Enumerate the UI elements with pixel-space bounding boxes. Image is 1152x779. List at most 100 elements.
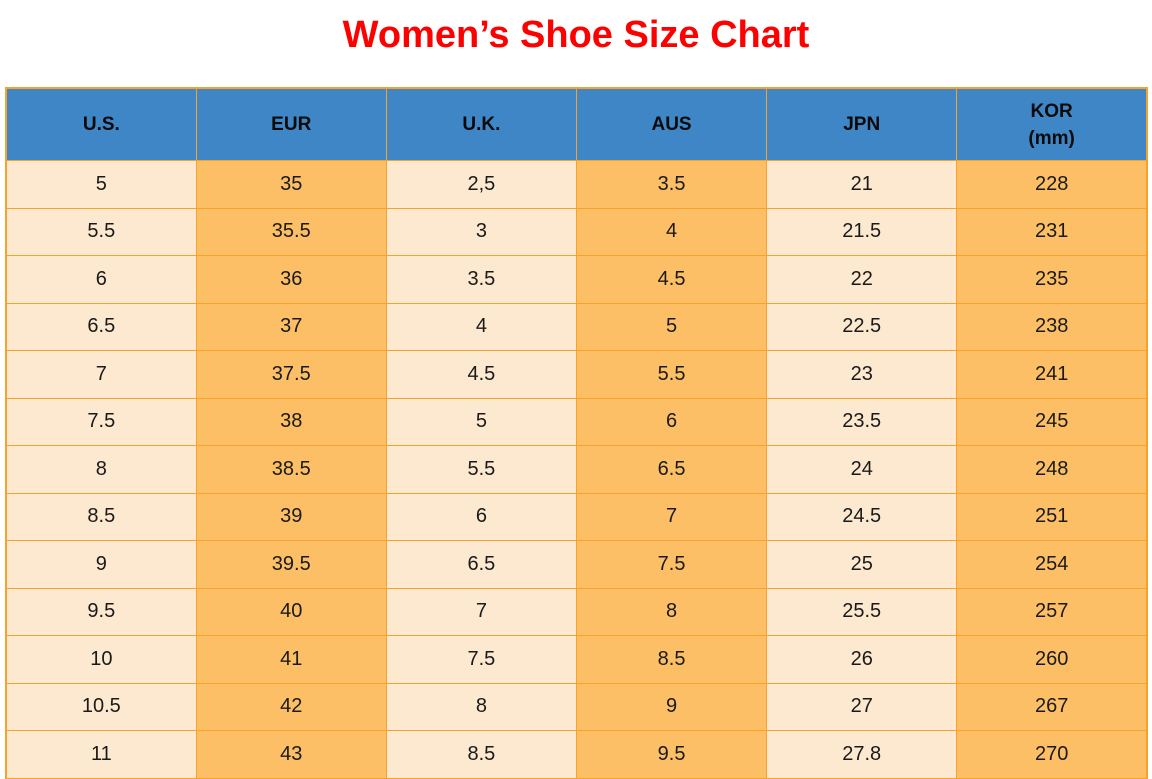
cell-eur: 39 bbox=[195, 492, 387, 541]
cell-uk: 6 bbox=[385, 492, 577, 541]
cell-jpn: 22 bbox=[766, 255, 958, 304]
cell-eur: 36 bbox=[195, 255, 387, 304]
column-header-label: U.K. bbox=[462, 114, 501, 135]
table-row: 5.5 35.5 3 4 21.5 231 bbox=[5, 207, 1148, 256]
table-row: 9.5 40 7 8 25.5 257 bbox=[5, 587, 1148, 636]
cell-uk: 5 bbox=[385, 397, 577, 446]
shoe-size-table: U.S. EUR U.K. AUS JPN KOR (mm) 5 35 2,5 3.5 21 228 5… bbox=[5, 87, 1148, 779]
cell-eur: 35 bbox=[195, 160, 387, 209]
cell-jpn: 21 bbox=[766, 160, 958, 209]
cell-us: 10.5 bbox=[5, 682, 197, 731]
table-row: 6.5 37 4 5 22.5 238 bbox=[5, 302, 1148, 351]
cell-uk: 3 bbox=[385, 207, 577, 256]
cell-eur: 37 bbox=[195, 302, 387, 351]
cell-aus: 3.5 bbox=[575, 160, 768, 209]
cell-us: 5.5 bbox=[5, 207, 197, 256]
cell-uk: 4 bbox=[385, 302, 577, 351]
table-body: 5 35 2,5 3.5 21 228 5.5 35.5 3 4 21.5 231 6 36 3.5 4.5 2… bbox=[5, 160, 1148, 779]
cell-kor: 254 bbox=[956, 540, 1148, 589]
cell-aus: 7 bbox=[575, 492, 768, 541]
table-row: 6 36 3.5 4.5 22 235 bbox=[5, 255, 1148, 304]
cell-kor: 231 bbox=[956, 207, 1148, 256]
cell-kor: 270 bbox=[956, 730, 1148, 779]
column-header-jpn: JPN bbox=[766, 87, 958, 161]
cell-eur: 38.5 bbox=[195, 445, 387, 494]
cell-us: 7 bbox=[5, 350, 197, 399]
cell-us: 11 bbox=[5, 730, 197, 779]
cell-uk: 6.5 bbox=[385, 540, 577, 589]
cell-us: 7.5 bbox=[5, 397, 197, 446]
cell-jpn: 22.5 bbox=[766, 302, 958, 351]
cell-eur: 40 bbox=[195, 587, 387, 636]
cell-kor: 228 bbox=[956, 160, 1148, 209]
header-row: U.S. EUR U.K. AUS JPN KOR (mm) bbox=[5, 87, 1148, 161]
cell-jpn: 21.5 bbox=[766, 207, 958, 256]
cell-uk: 8 bbox=[385, 682, 577, 731]
cell-eur: 38 bbox=[195, 397, 387, 446]
cell-us: 5 bbox=[5, 160, 197, 209]
page-title: Women’s Shoe Size Chart bbox=[342, 14, 810, 56]
table-row: 10 41 7.5 8.5 26 260 bbox=[5, 635, 1148, 684]
cell-aus: 6 bbox=[575, 397, 768, 446]
column-header-label: JPN bbox=[843, 114, 881, 135]
table-row: 7 37.5 4.5 5.5 23 241 bbox=[5, 350, 1148, 399]
cell-eur: 41 bbox=[195, 635, 387, 684]
cell-eur: 35.5 bbox=[195, 207, 387, 256]
cell-kor: 251 bbox=[956, 492, 1148, 541]
table-row: 5 35 2,5 3.5 21 228 bbox=[5, 160, 1148, 209]
table-row: 9 39.5 6.5 7.5 25 254 bbox=[5, 540, 1148, 589]
cell-aus: 4.5 bbox=[575, 255, 768, 304]
column-header-label: AUS bbox=[651, 114, 692, 135]
table-row: 7.5 38 5 6 23.5 245 bbox=[5, 397, 1148, 446]
cell-eur: 42 bbox=[195, 682, 387, 731]
cell-aus: 7.5 bbox=[575, 540, 768, 589]
cell-jpn: 27 bbox=[766, 682, 958, 731]
cell-kor: 245 bbox=[956, 397, 1148, 446]
cell-aus: 8.5 bbox=[575, 635, 768, 684]
column-header-kor: KOR (mm) bbox=[956, 87, 1148, 161]
cell-kor: 238 bbox=[956, 302, 1148, 351]
cell-uk: 7.5 bbox=[385, 635, 577, 684]
column-header-us: U.S. bbox=[5, 87, 197, 161]
cell-us: 9.5 bbox=[5, 587, 197, 636]
cell-aus: 9.5 bbox=[575, 730, 768, 779]
cell-uk: 5.5 bbox=[385, 445, 577, 494]
column-header-label: KOR bbox=[1030, 100, 1073, 122]
cell-aus: 5 bbox=[575, 302, 768, 351]
cell-us: 6.5 bbox=[5, 302, 197, 351]
cell-us: 6 bbox=[5, 255, 197, 304]
cell-eur: 43 bbox=[195, 730, 387, 779]
cell-kor: 248 bbox=[956, 445, 1148, 494]
cell-uk: 3.5 bbox=[385, 255, 577, 304]
cell-jpn: 24.5 bbox=[766, 492, 958, 541]
cell-jpn: 25 bbox=[766, 540, 958, 589]
cell-aus: 5.5 bbox=[575, 350, 768, 399]
cell-us: 9 bbox=[5, 540, 197, 589]
column-header-eur: EUR bbox=[195, 87, 387, 161]
cell-aus: 8 bbox=[575, 587, 768, 636]
cell-kor: 257 bbox=[956, 587, 1148, 636]
cell-us: 8.5 bbox=[5, 492, 197, 541]
column-header-label: U.S. bbox=[82, 114, 120, 135]
cell-jpn: 27.8 bbox=[766, 730, 958, 779]
cell-eur: 37.5 bbox=[195, 350, 387, 399]
cell-jpn: 23.5 bbox=[766, 397, 958, 446]
column-header-sublabel: (mm) bbox=[1028, 127, 1075, 149]
cell-us: 10 bbox=[5, 635, 197, 684]
cell-aus: 4 bbox=[575, 207, 768, 256]
cell-jpn: 23 bbox=[766, 350, 958, 399]
column-header-aus: AUS bbox=[575, 87, 768, 161]
cell-us: 8 bbox=[5, 445, 197, 494]
cell-kor: 235 bbox=[956, 255, 1148, 304]
cell-jpn: 26 bbox=[766, 635, 958, 684]
table-row: 10.5 42 8 9 27 267 bbox=[5, 682, 1148, 731]
cell-aus: 9 bbox=[575, 682, 768, 731]
table-row: 8.5 39 6 7 24.5 251 bbox=[5, 492, 1148, 541]
column-header-label: EUR bbox=[271, 114, 312, 135]
cell-aus: 6.5 bbox=[575, 445, 768, 494]
cell-uk: 8.5 bbox=[385, 730, 577, 779]
cell-kor: 241 bbox=[956, 350, 1148, 399]
cell-kor: 267 bbox=[956, 682, 1148, 731]
table-header: U.S. EUR U.K. AUS JPN KOR (mm) bbox=[5, 87, 1148, 161]
cell-uk: 7 bbox=[385, 587, 577, 636]
